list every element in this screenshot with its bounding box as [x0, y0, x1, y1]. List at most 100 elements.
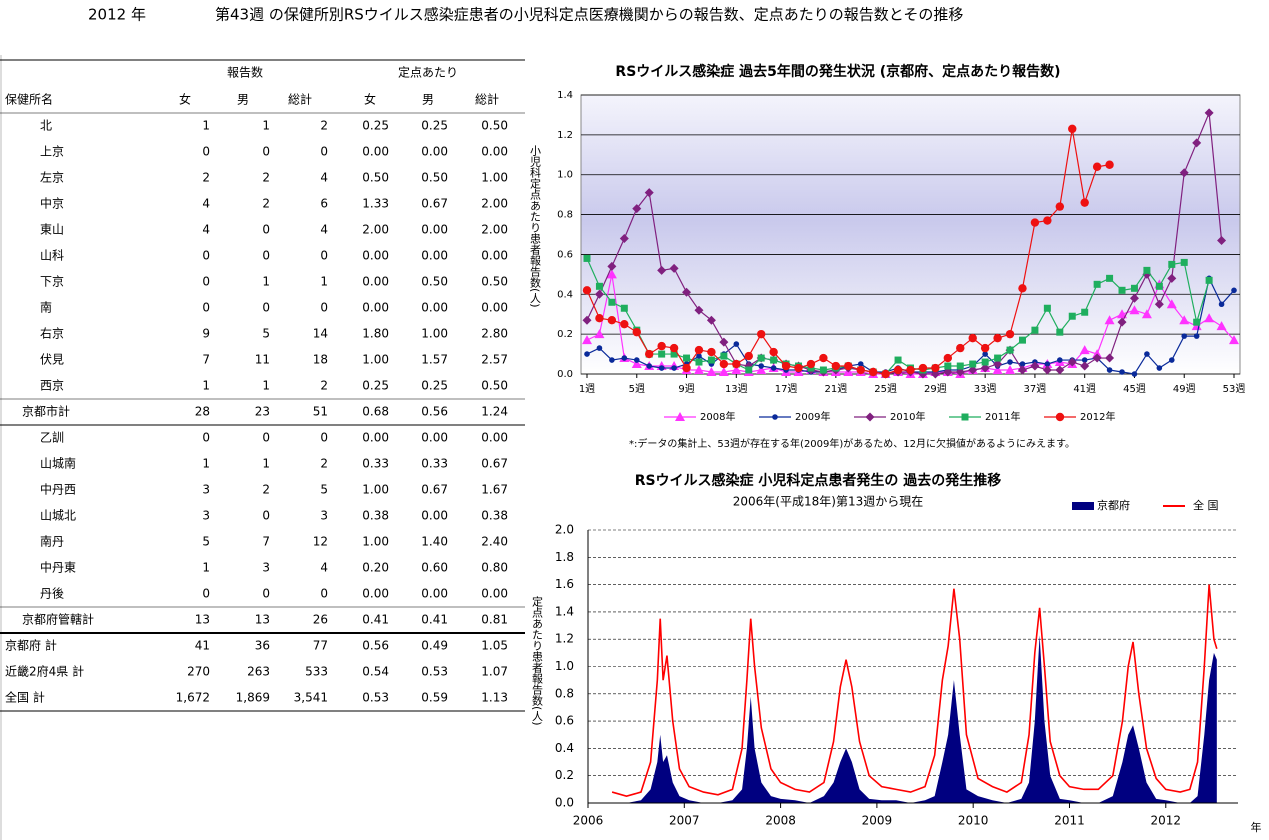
point [682, 287, 692, 297]
y-tick-label: 0.0 [557, 369, 573, 380]
point [1143, 266, 1151, 274]
row-label: 乙訓 [40, 430, 64, 445]
point [757, 354, 765, 362]
point [930, 369, 940, 379]
point [981, 358, 989, 366]
point [1068, 312, 1076, 320]
point [1043, 304, 1051, 312]
table-cell: 7 [262, 535, 270, 549]
table-cell: 0.00 [481, 301, 508, 315]
table-cell: 0.00 [421, 301, 448, 315]
row-label: 北 [40, 119, 52, 133]
point [706, 367, 717, 377]
point [1055, 365, 1065, 375]
table-cell: 0.41 [421, 613, 448, 627]
x-tick-label: 21週 [824, 383, 847, 395]
point [1231, 287, 1237, 294]
table-cell: 0 [262, 145, 270, 159]
table-cell: 26 [313, 613, 328, 627]
point [769, 347, 778, 357]
y-tick-label: 1.0 [557, 170, 573, 181]
table-cell: 0.38 [481, 509, 508, 523]
table-cell: 0 [202, 301, 210, 315]
table-cell: 0.67 [421, 483, 448, 497]
y-tick-label: 0.2 [555, 768, 574, 782]
point [982, 351, 988, 357]
table-cell: 7 [202, 353, 210, 367]
table-cell: 0.50 [362, 171, 389, 185]
report-year: 2012 年 [88, 6, 146, 24]
x-axis-label: 年 [1251, 820, 1262, 834]
legend-marker [961, 413, 969, 421]
point [1179, 315, 1190, 325]
point [956, 362, 964, 370]
point [881, 369, 890, 379]
point [1031, 326, 1039, 334]
point [758, 363, 764, 369]
point [943, 353, 953, 363]
group-header: 定点あたり [398, 65, 458, 80]
table-cell: 0.50 [421, 171, 448, 185]
y-tick-label: 0.8 [555, 686, 574, 700]
point [756, 329, 766, 339]
point [619, 233, 629, 243]
point [944, 362, 952, 370]
point [770, 365, 777, 371]
table-cell: 0.56 [421, 405, 448, 419]
table-cell: 9 [202, 327, 210, 341]
point [1106, 274, 1114, 282]
point [669, 343, 679, 353]
point [1180, 258, 1188, 266]
page-title: 第43週 の保健所別RSウイルス感染症患者の小児科定点医療機関からの報告数、定点… [215, 6, 963, 24]
table-cell: 1.00 [481, 171, 508, 185]
table-cell: 1.13 [481, 691, 508, 705]
point [707, 356, 715, 364]
point [632, 327, 641, 337]
point [658, 350, 666, 358]
table-cell: 0.54 [362, 665, 389, 679]
x-tick-label: 9週 [678, 383, 694, 395]
table-cell: 0.53 [362, 691, 389, 705]
table-cell: 2 [262, 483, 270, 497]
table-cell: 0.00 [481, 249, 508, 263]
table-cell: 0.00 [421, 249, 448, 263]
table-cell: 1.33 [362, 197, 389, 211]
table-cell: 1.67 [481, 483, 508, 497]
point [608, 298, 616, 306]
table-cell: 3 [202, 509, 210, 523]
table-cell: 0.00 [421, 509, 448, 523]
table-cell: 3 [202, 483, 210, 497]
table-cell: 0 [262, 431, 270, 445]
row-label: 下京 [40, 275, 64, 289]
point [582, 286, 592, 295]
point [1068, 124, 1077, 134]
column-header: 女 [364, 92, 376, 107]
y-tick-label: 2.0 [555, 523, 574, 537]
table-cell: 0.00 [421, 223, 448, 237]
table-cell: 0.00 [421, 587, 448, 601]
table-cell: 2.00 [362, 223, 389, 237]
point [1056, 328, 1064, 336]
legend-marker [772, 414, 778, 420]
table-cell: 0 [202, 249, 210, 263]
row-label: 全国 計 [5, 690, 45, 705]
point [1218, 301, 1225, 308]
point [621, 355, 628, 361]
point [718, 367, 729, 377]
group-header: 報告数 [227, 65, 263, 80]
table-cell: 4 [202, 197, 210, 211]
table-cell: 0.25 [421, 119, 448, 133]
point [582, 315, 592, 325]
table-cell: 4 [320, 561, 328, 575]
point [1130, 284, 1138, 292]
point [781, 361, 791, 371]
chart-title: RSウイルス感染症 小児科定点患者発生の 過去の発生推移 [635, 472, 1002, 489]
row-label: 西京 [40, 379, 64, 393]
table-cell: 14 [313, 327, 328, 341]
point [620, 304, 628, 312]
plot-area [580, 94, 1241, 375]
point [583, 254, 591, 262]
x-tick-label: 37週 [1024, 383, 1047, 395]
legend-swatch [1072, 502, 1094, 510]
point [1179, 168, 1189, 178]
